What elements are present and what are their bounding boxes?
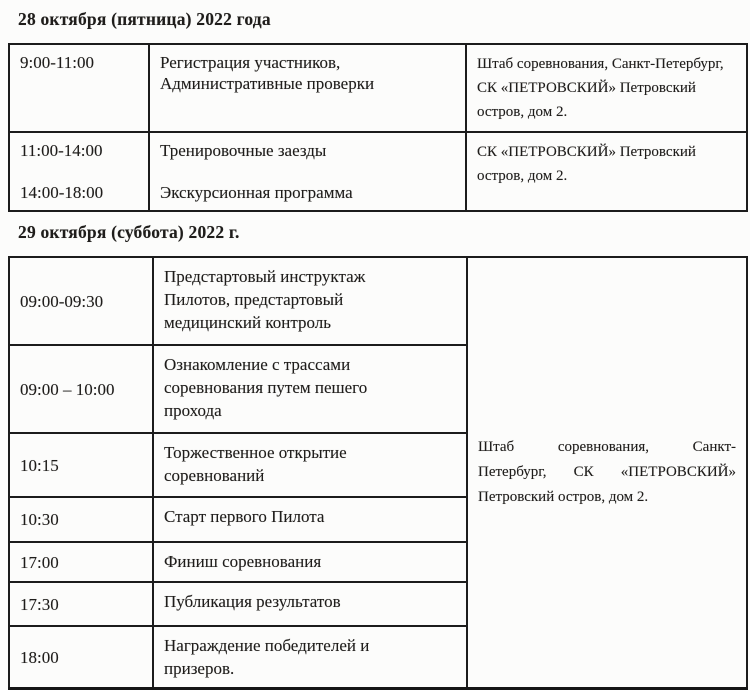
day1-heading: 28 октября (пятница) 2022 года [18, 9, 271, 29]
table-row: 10:30 Старт первого Пилота [8, 496, 747, 543]
time-cell: 09:00 – 10:00 [8, 344, 154, 434]
time-cell: 09:00-09:30 [8, 256, 154, 346]
day1-schedule-table: 9:00-11:00 Регистрация участников, Админ… [8, 43, 748, 212]
time-cell: 17:30 [8, 581, 154, 627]
time-cell: 17:00 [8, 541, 154, 583]
table-row: 17:00 Финиш соревнования [8, 541, 747, 583]
table-row: 09:00 – 10:00 Ознакомление с трассами со… [8, 344, 747, 434]
activity-cell: Награждение победителей и призеров. [152, 625, 468, 690]
activity-cell: Публикация результатов [152, 581, 468, 627]
day2-heading: 29 октября (суббота) 2022 г. [18, 222, 240, 242]
activity-cell: Регистрация участников, Административные… [148, 43, 467, 133]
time-cell: 11:00-14:00 14:00-18:00 [8, 131, 150, 212]
location-line: Штаб соревнования, Санкт- [478, 439, 736, 455]
activity-cell: Предстартовый инструктаж Пилотов, предст… [152, 256, 468, 346]
time-cell: 18:00 [8, 625, 154, 690]
location-cell-merged: Штаб соревнования, Санкт- Петербург, СК … [466, 256, 748, 690]
table-row: 10:15 Торжественное открытие соревновани… [8, 432, 747, 498]
location-line: Петербург, СК «ПЕТРОВСКИЙ» [478, 464, 736, 480]
location-cell: Штаб соревнования, Санкт-Петербург, СК «… [465, 43, 748, 133]
table-row: 9:00-11:00 Регистрация участников, Админ… [8, 43, 748, 133]
activity-cell: Финиш соревнования [152, 541, 468, 583]
activity-cell: Ознакомление с трассами соревнования пут… [152, 344, 468, 434]
table-row: 11:00-14:00 14:00-18:00 Тренировочные за… [8, 131, 748, 212]
time-cell: 9:00-11:00 [8, 43, 150, 133]
table-row: 09:00-09:30 Предстартовый инструктаж Пил… [8, 256, 748, 690]
table-row: 17:30 Публикация результатов [8, 581, 747, 627]
activity-cell: Тренировочные заезды Экскурсионная прогр… [148, 131, 467, 212]
scanned-schedule-page: 28 октября (пятница) 2022 года 9:00-11:0… [8, 9, 748, 690]
time-cell: 10:15 [8, 432, 154, 498]
location-cell: СК «ПЕТРОВСКИЙ» Петровский остров, дом 2… [465, 131, 748, 212]
activity-cell: Старт первого Пилота [152, 496, 468, 543]
day2-schedule-table: 09:00-09:30 Предстартовый инструктаж Пил… [8, 256, 748, 690]
activity-cell: Торжественное открытие соревнований [152, 432, 468, 498]
location-line: Петровский остров, дом 2. [478, 489, 649, 505]
time-cell: 10:30 [8, 496, 154, 543]
